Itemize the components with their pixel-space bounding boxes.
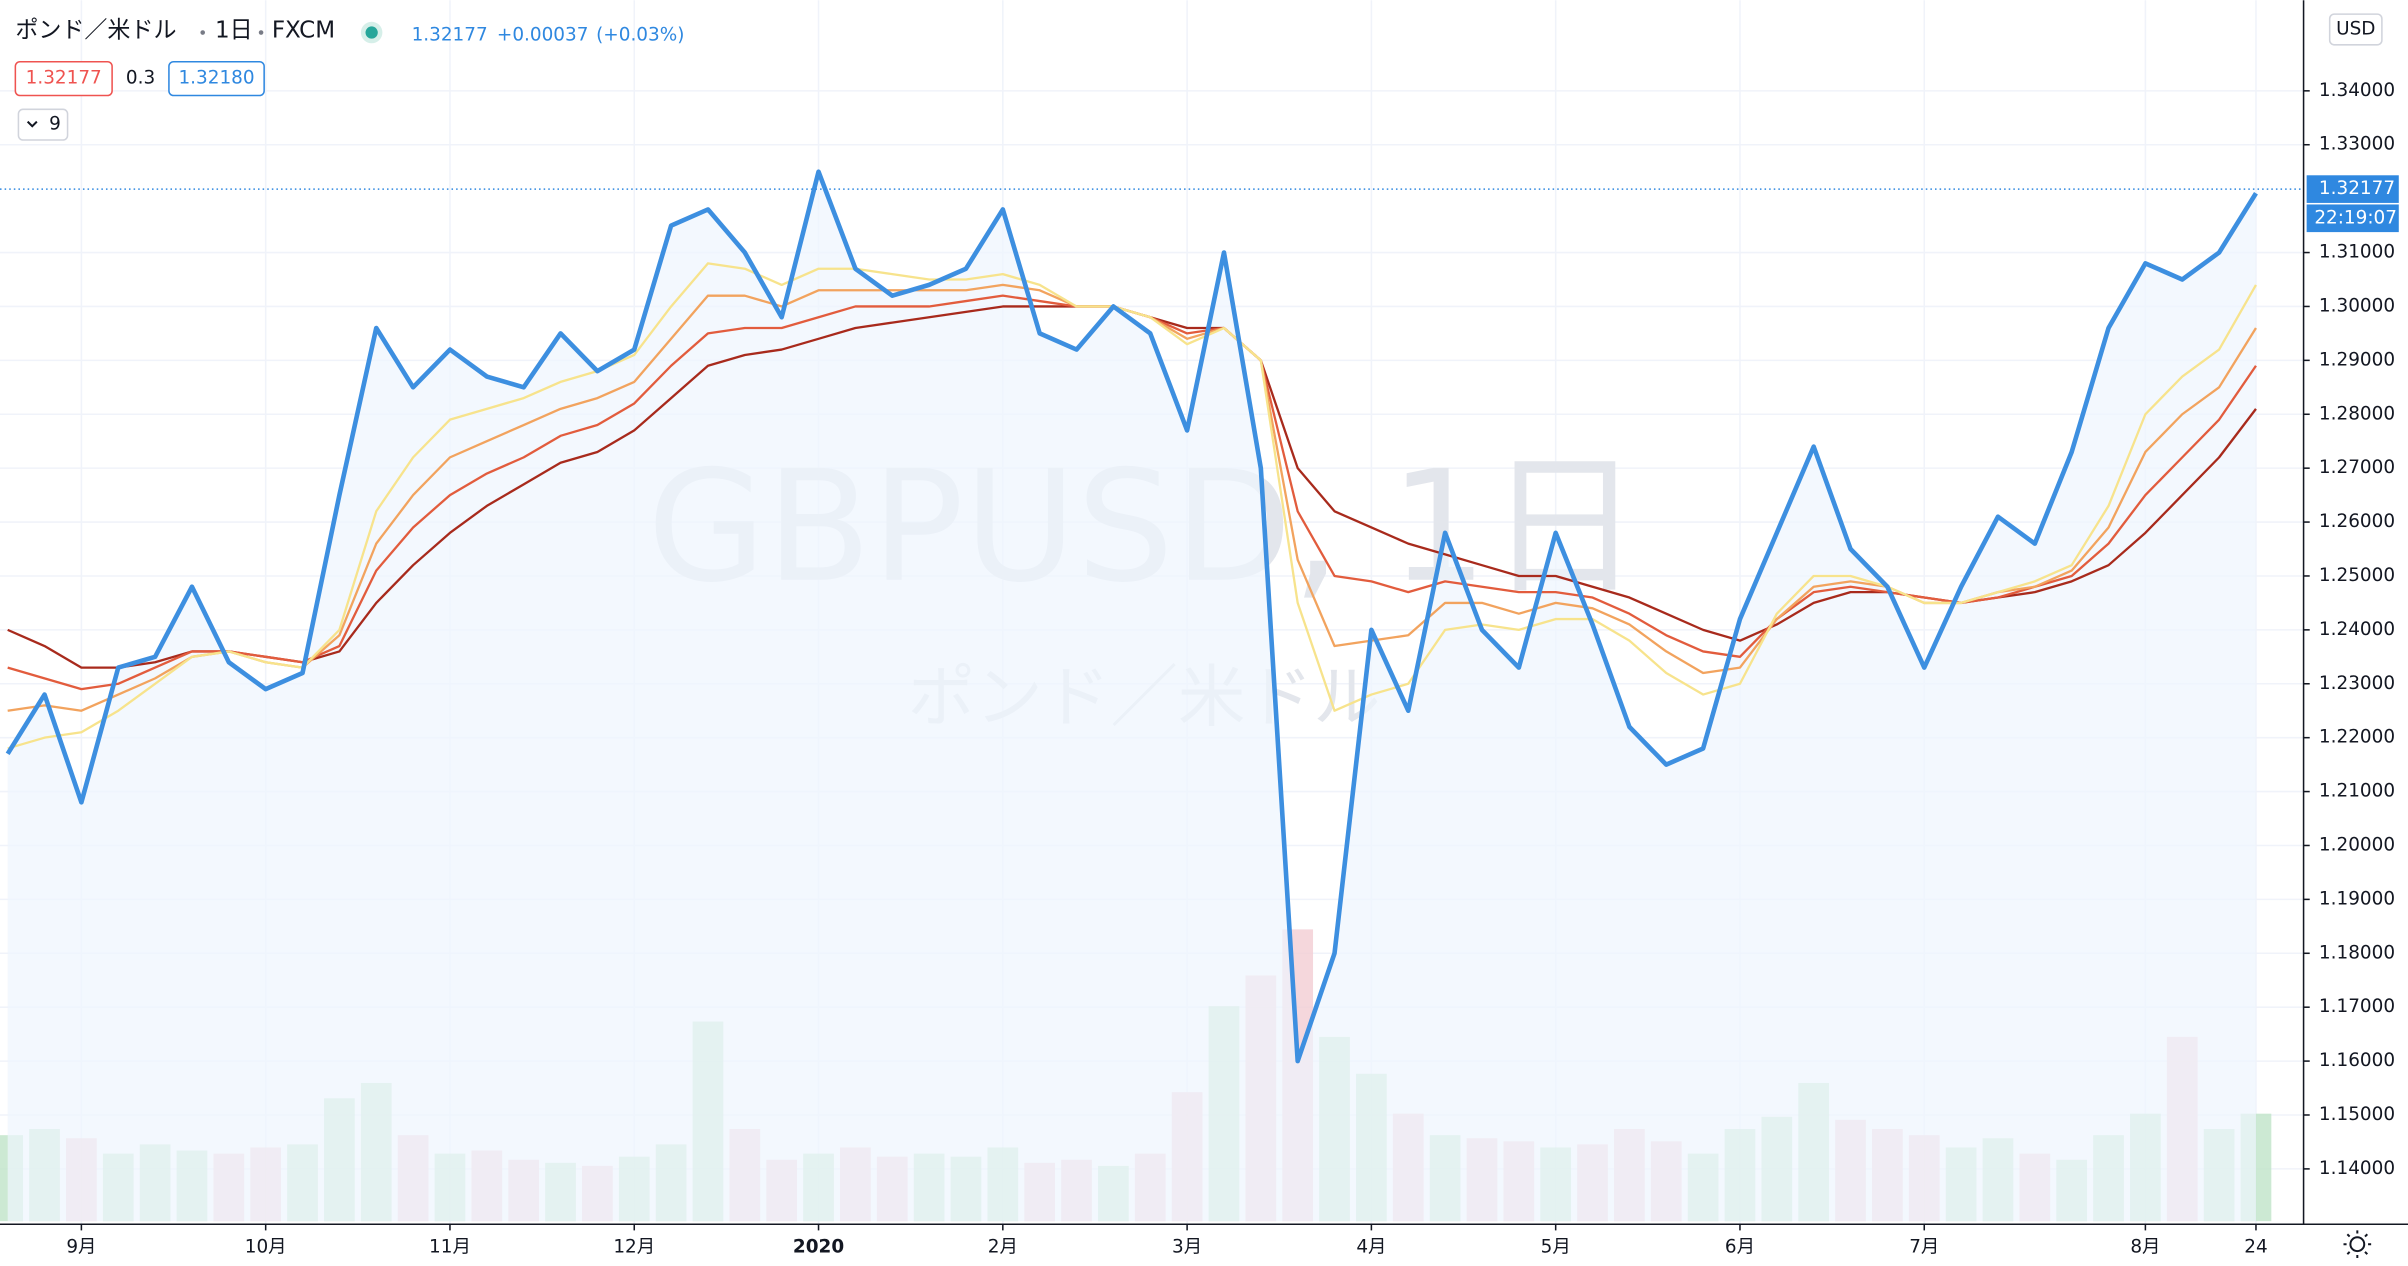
bid-box[interactable]: [14, 60, 113, 97]
y-tick-label: 1.24000: [2319, 619, 2395, 640]
interval: 1日: [215, 18, 253, 44]
x-tick-label: 2020: [793, 1236, 844, 1257]
y-tick-label: 1.16000: [2319, 1050, 2395, 1071]
price-line: [5, 169, 2258, 1064]
last-price-label: 1.32177: [2319, 178, 2395, 199]
x-tick-label: 10月: [245, 1236, 287, 1257]
y-tick-label: 1.18000: [2319, 942, 2395, 963]
settings-icon[interactable]: [2343, 1230, 2372, 1259]
exchange: FXCM: [272, 18, 335, 44]
y-tick-label: 1.21000: [2319, 781, 2395, 802]
x-tick-label: 7月: [1909, 1236, 1939, 1257]
symbol: ポンド／米ドル: [15, 18, 176, 44]
separator: [258, 30, 264, 35]
indicator-count[interactable]: 9: [49, 114, 61, 135]
spread: 0.3: [126, 68, 155, 89]
x-tick-label: 9月: [66, 1236, 96, 1257]
x-tick-label: 8月: [2130, 1236, 2160, 1257]
currency[interactable]: USD: [2336, 18, 2375, 39]
y-tick-label: 1.34000: [2319, 80, 2395, 101]
change: +0.00037: [497, 25, 589, 46]
y-tick-label: 1.28000: [2319, 403, 2395, 424]
y-tick-label: 1.29000: [2319, 349, 2395, 370]
y-tick-label: 1.20000: [2319, 834, 2395, 855]
gear-teeth[interactable]: [2343, 1230, 2372, 1259]
bid[interactable]: 1.32177: [26, 68, 102, 89]
separator: [200, 30, 206, 35]
x-tick-label: 12月: [613, 1236, 655, 1257]
plot: [0, 169, 2304, 1222]
time-axis: [0, 1224, 2408, 1266]
countdown-box: [2306, 204, 2399, 233]
x-tick-label: 6月: [1725, 1236, 1755, 1257]
x-tick-label: 4月: [1356, 1236, 1386, 1257]
x-tick-label: 11月: [429, 1236, 471, 1257]
ribbon-line: [7, 262, 2257, 750]
gear[interactable]: [2349, 1236, 2366, 1253]
ask-box[interactable]: [168, 60, 265, 97]
y-tick-label: 1.30000: [2319, 295, 2395, 316]
y-tick-label: 1.19000: [2319, 888, 2395, 909]
y-tick-label: 1.23000: [2319, 673, 2395, 694]
last: 1.32177: [412, 25, 488, 46]
x-tick-label: 5月: [1541, 1236, 1571, 1257]
currency-button[interactable]: [2328, 13, 2383, 46]
y-tick-label: 1.33000: [2319, 134, 2395, 155]
x-tick-label: 2月: [988, 1236, 1018, 1257]
y-tick-label: 1.15000: [2319, 1104, 2395, 1125]
x-tick-label: 24: [2244, 1236, 2267, 1257]
y-tick-label: 1.14000: [2319, 1158, 2395, 1179]
quote: 1.32177 +0.00037 (+0.03%): [412, 25, 685, 46]
countdown: 22:19:07: [2314, 207, 2397, 228]
chevron: [26, 120, 38, 128]
y-tick-label: 1.31000: [2319, 242, 2395, 263]
change-pct: (+0.03%): [596, 25, 684, 46]
last-price-box: [2306, 175, 2399, 203]
indicator-toggle[interactable]: [17, 108, 69, 141]
y-tick-label: 1.25000: [2319, 565, 2395, 586]
y-tick-label: 1.22000: [2319, 727, 2395, 748]
y-tick-label: 1.17000: [2319, 996, 2395, 1017]
status-dot: [365, 26, 378, 39]
x-tick-label: 3月: [1172, 1236, 1202, 1257]
y-tick-label: 1.26000: [2319, 511, 2395, 532]
axes: 1.14000 1.15000 1.16000 1.17000 1.18000 1.190…: [66, 80, 2399, 1257]
y-tick-label: 1.27000: [2319, 457, 2395, 478]
ask[interactable]: 1.32180: [178, 68, 254, 89]
